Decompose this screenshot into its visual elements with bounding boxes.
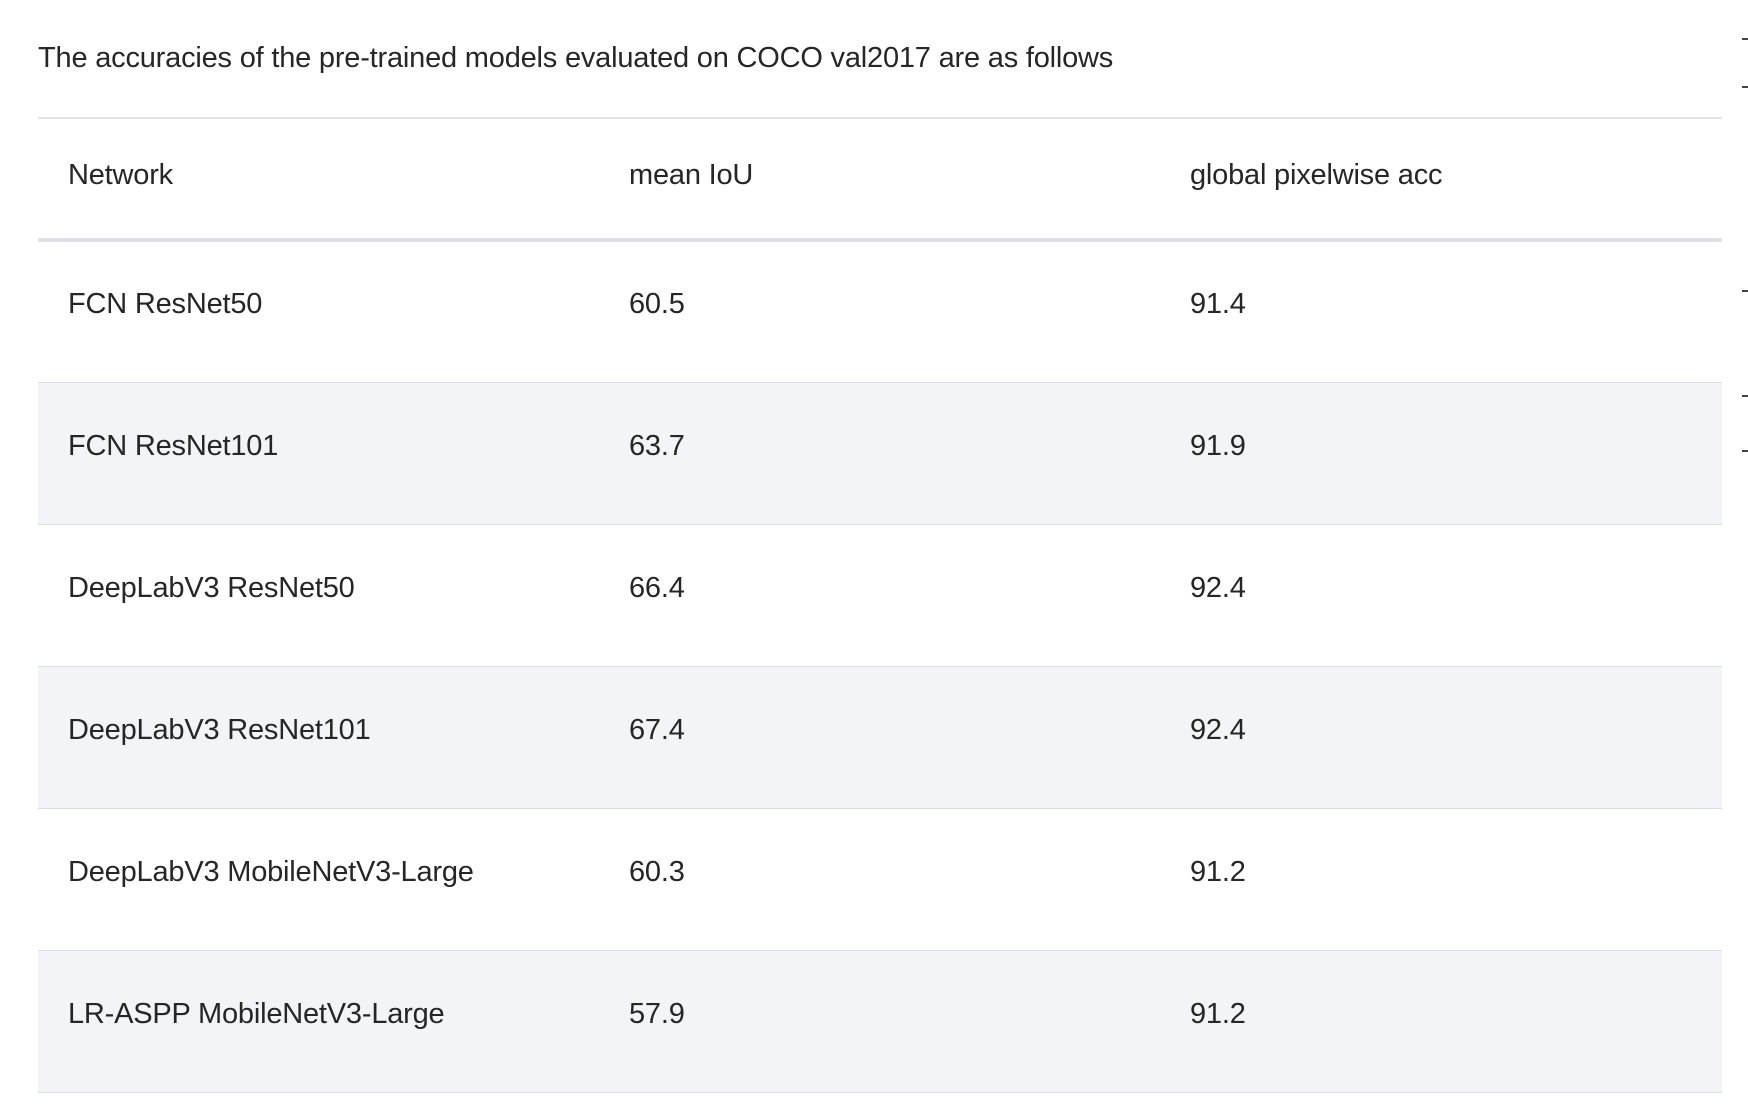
edge-fragment <box>1742 38 1748 40</box>
cell-mean-iou: 60.3 <box>629 855 685 888</box>
header-mean-iou: mean IoU <box>629 159 754 191</box>
cell-network: DeepLabV3 ResNet101 <box>68 713 371 746</box>
cell-network: LR-ASPP MobileNetV3-Large <box>68 997 445 1030</box>
cell-global-acc: 91.2 <box>1190 997 1246 1030</box>
table-row: LR-ASPP MobileNetV3-Large 57.9 91.2 <box>38 950 1722 1092</box>
cell-mean-iou: 67.4 <box>629 713 685 746</box>
header-row: Network mean IoU global pixelwise acc <box>38 118 1722 240</box>
cell-mean-iou: 66.4 <box>629 571 685 604</box>
header-global-pixelwise-acc: global pixelwise acc <box>1190 159 1443 191</box>
cell-network: DeepLabV3 MobileNetV3-Large <box>68 855 474 888</box>
table-row: DeepLabV3 ResNet50 66.4 92.4 <box>38 524 1722 666</box>
edge-fragment <box>1742 395 1748 397</box>
cell-global-acc: 91.9 <box>1190 429 1246 462</box>
table-row: DeepLabV3 ResNet101 67.4 92.4 <box>38 666 1722 808</box>
edge-fragment <box>1742 290 1748 292</box>
header-network: Network <box>68 159 173 191</box>
table-body: FCN ResNet50 60.5 91.4 FCN ResNet101 63.… <box>38 240 1722 1092</box>
cell-mean-iou: 60.5 <box>629 288 685 321</box>
intro-paragraph: The accuracies of the pre-trained models… <box>38 42 1114 74</box>
table-header: Network mean IoU global pixelwise acc <box>38 118 1722 240</box>
edge-fragment <box>1742 450 1748 452</box>
edge-fragment <box>1742 86 1748 88</box>
cell-global-acc: 92.4 <box>1190 713 1246 746</box>
accuracy-table-container: Network mean IoU global pixelwise acc FC… <box>38 117 1722 1093</box>
cell-global-acc: 91.4 <box>1190 288 1246 321</box>
cell-global-acc: 92.4 <box>1190 571 1246 604</box>
cell-network: DeepLabV3 ResNet50 <box>68 571 355 604</box>
cell-network: FCN ResNet50 <box>68 288 263 321</box>
cell-mean-iou: 63.7 <box>629 429 685 462</box>
cell-mean-iou: 57.9 <box>629 997 685 1030</box>
table-row: FCN ResNet50 60.5 91.4 <box>38 240 1722 382</box>
cell-global-acc: 91.2 <box>1190 855 1246 888</box>
table-row: FCN ResNet101 63.7 91.9 <box>38 382 1722 524</box>
cell-network: FCN ResNet101 <box>68 429 279 462</box>
accuracy-table: Network mean IoU global pixelwise acc FC… <box>38 117 1722 1093</box>
table-row: DeepLabV3 MobileNetV3-Large 60.3 91.2 <box>38 808 1722 950</box>
